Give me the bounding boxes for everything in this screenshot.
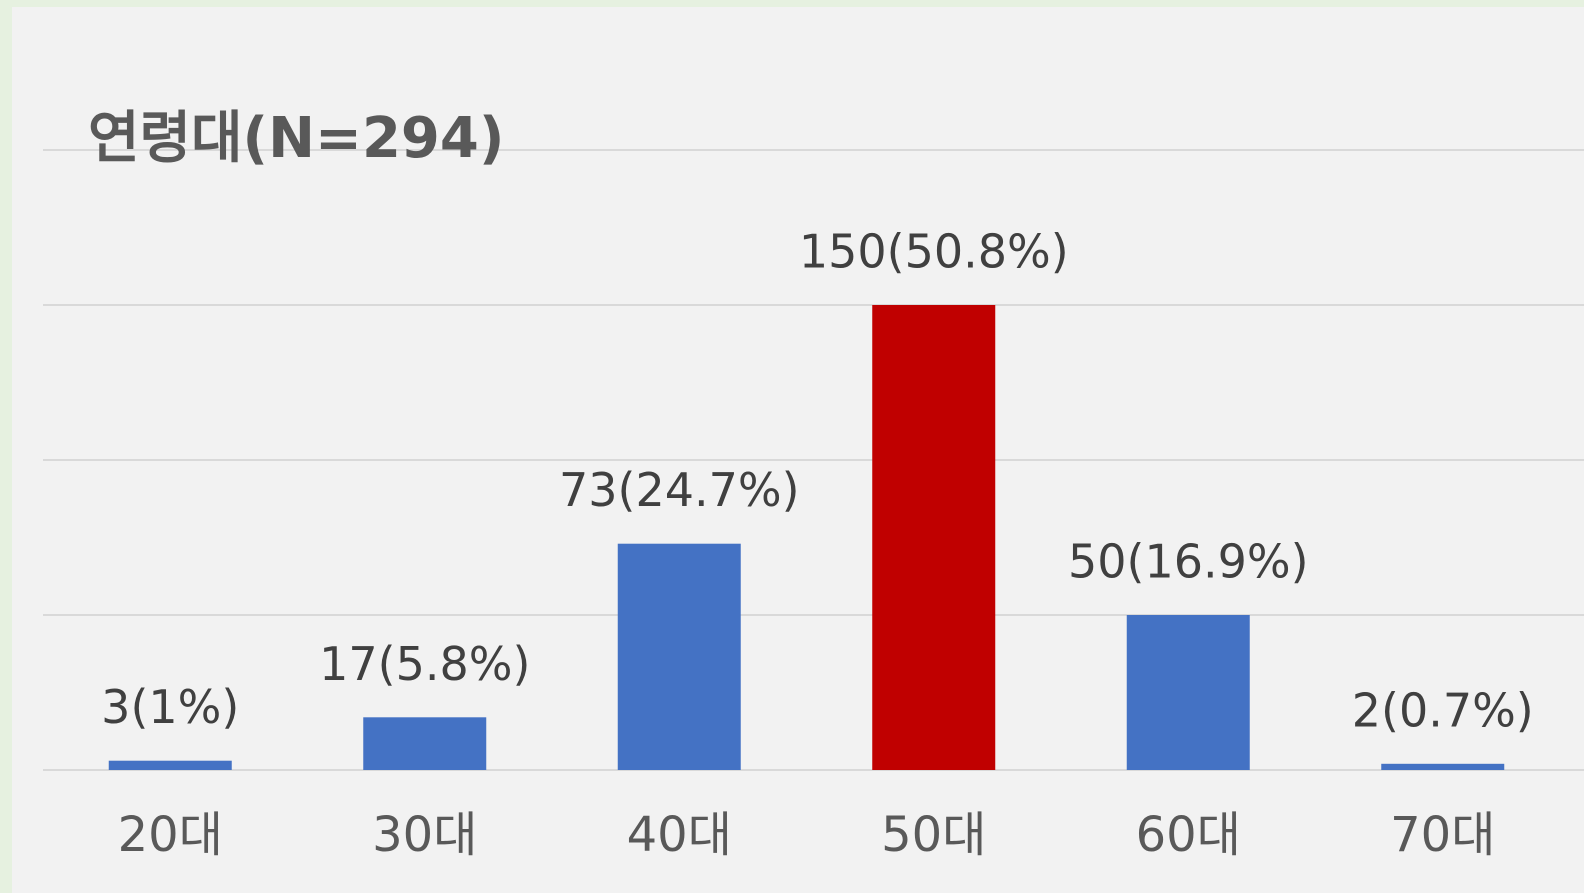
bar	[617, 543, 741, 770]
value-label: 2(0.7%)	[1352, 683, 1534, 737]
bar	[1126, 615, 1250, 770]
value-label: 50(16.9%)	[1068, 535, 1309, 589]
chart-title: 연령대(N=294)	[88, 106, 504, 171]
x-tick-label: 60대	[1136, 807, 1241, 863]
value-label: 150(50.8%)	[799, 225, 1069, 279]
value-label: 3(1%)	[101, 680, 239, 734]
bar	[872, 305, 996, 770]
bar	[363, 717, 487, 770]
x-tick-label: 50대	[881, 807, 986, 863]
x-tick-label: 40대	[627, 807, 732, 863]
bar	[108, 760, 232, 770]
bar	[1381, 763, 1505, 770]
panel	[12, 7, 1584, 893]
value-label: 17(5.8%)	[319, 637, 530, 691]
x-tick-label: 30대	[372, 807, 477, 863]
x-tick-label: 20대	[118, 807, 223, 863]
value-label: 73(24.7%)	[559, 463, 800, 517]
x-tick-label: 70대	[1390, 807, 1495, 863]
